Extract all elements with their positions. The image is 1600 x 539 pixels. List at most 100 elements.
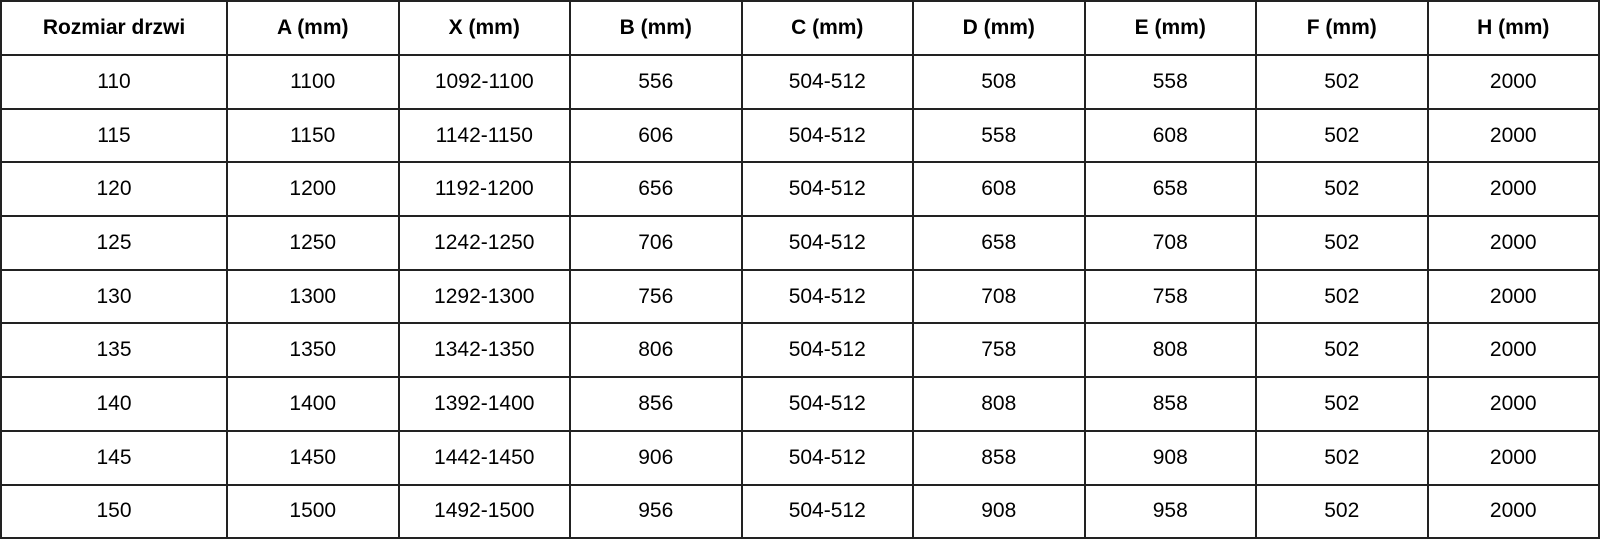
column-header: F (mm): [1255, 0, 1429, 56]
table-row: 125 1250 1242-1250 706 504-512 658 708 502 2000: [0, 215, 1600, 271]
table-cell: 1350: [226, 322, 400, 379]
table-cell: 2000: [1426, 107, 1600, 164]
table-cell: 758: [1083, 268, 1257, 325]
table-cell: 2000: [1426, 429, 1600, 486]
table-cell: 150: [0, 483, 228, 539]
table-cell: 504-512: [740, 161, 914, 218]
table-cell: 1442-1450: [397, 429, 571, 486]
table-cell: 2000: [1426, 215, 1600, 271]
table-cell: 145: [0, 429, 228, 486]
table-cell: 856: [569, 376, 743, 432]
table-cell: 1092-1100: [397, 54, 571, 110]
table-cell: 502: [1255, 268, 1429, 325]
table-row: 115 1150 1142-1150 606 504-512 558 608 502 2000: [0, 107, 1600, 164]
table-cell: 558: [1083, 54, 1257, 110]
table-cell: 502: [1255, 322, 1429, 379]
table-row: 110 1100 1092-1100 556 504-512 508 558 502 2000: [0, 54, 1600, 110]
table-cell: 502: [1255, 107, 1429, 164]
table-cell: 115: [0, 107, 228, 164]
table-cell: 2000: [1426, 161, 1600, 218]
table-cell: 2000: [1426, 322, 1600, 379]
table-cell: 1250: [226, 215, 400, 271]
table-cell: 658: [1083, 161, 1257, 218]
table-cell: 1500: [226, 483, 400, 539]
column-header: C (mm): [740, 0, 914, 56]
table-cell: 1192-1200: [397, 161, 571, 218]
table-cell: 504-512: [740, 215, 914, 271]
table-cell: 656: [569, 161, 743, 218]
table-cell: 558: [912, 107, 1086, 164]
table-cell: 908: [912, 483, 1086, 539]
table-cell: 858: [912, 429, 1086, 486]
table-cell: 858: [1083, 376, 1257, 432]
column-header: D (mm): [912, 0, 1086, 56]
table-cell: 756: [569, 268, 743, 325]
table-cell: 908: [1083, 429, 1257, 486]
table-cell: 1200: [226, 161, 400, 218]
table-cell: 608: [912, 161, 1086, 218]
table-cell: 808: [1083, 322, 1257, 379]
table-cell: 2000: [1426, 268, 1600, 325]
table-cell: 502: [1255, 54, 1429, 110]
table-cell: 608: [1083, 107, 1257, 164]
column-header: A (mm): [226, 0, 400, 56]
table-cell: 556: [569, 54, 743, 110]
table-cell: 504-512: [740, 429, 914, 486]
table-cell: 1242-1250: [397, 215, 571, 271]
table-cell: 508: [912, 54, 1086, 110]
table-cell: 125: [0, 215, 228, 271]
table-cell: 504-512: [740, 54, 914, 110]
table-row: 135 1350 1342-1350 806 504-512 758 808 502 2000: [0, 322, 1600, 379]
table-cell: 504-512: [740, 268, 914, 325]
table-row: 120 1200 1192-1200 656 504-512 608 658 502 2000: [0, 161, 1600, 218]
table-cell: 958: [1083, 483, 1257, 539]
table-cell: 2000: [1426, 376, 1600, 432]
table-cell: 1292-1300: [397, 268, 571, 325]
table-cell: 658: [912, 215, 1086, 271]
column-header: Rozmiar drzwi: [0, 0, 228, 56]
table-cell: 806: [569, 322, 743, 379]
table-cell: 1300: [226, 268, 400, 325]
column-header: H (mm): [1426, 0, 1600, 56]
table-cell: 1142-1150: [397, 107, 571, 164]
table-cell: 708: [912, 268, 1086, 325]
table-cell: 2000: [1426, 54, 1600, 110]
table-row: 130 1300 1292-1300 756 504-512 708 758 502 2000: [0, 268, 1600, 325]
table-cell: 140: [0, 376, 228, 432]
table-cell: 504-512: [740, 322, 914, 379]
table-cell: 502: [1255, 483, 1429, 539]
column-header: X (mm): [397, 0, 571, 56]
table-cell: 502: [1255, 376, 1429, 432]
table-cell: 706: [569, 215, 743, 271]
table-cell: 1400: [226, 376, 400, 432]
table-cell: 1342-1350: [397, 322, 571, 379]
table-cell: 110: [0, 54, 228, 110]
table-row: 145 1450 1442-1450 906 504-512 858 908 502 2000: [0, 429, 1600, 486]
table-cell: 120: [0, 161, 228, 218]
table-cell: 708: [1083, 215, 1257, 271]
table-row: 140 1400 1392-1400 856 504-512 808 858 502 2000: [0, 376, 1600, 432]
table-cell: 1392-1400: [397, 376, 571, 432]
table-cell: 1150: [226, 107, 400, 164]
table-cell: 504-512: [740, 107, 914, 164]
header-row: Rozmiar drzwi A (mm) X (mm) B (mm) C (mm) D (…: [0, 0, 1600, 56]
column-header: B (mm): [569, 0, 743, 56]
table-row: 150 1500 1492-1500 956 504-512 908 958 502 2000: [0, 483, 1600, 539]
table-cell: 504-512: [740, 376, 914, 432]
table-cell: 808: [912, 376, 1086, 432]
table-cell: 1100: [226, 54, 400, 110]
table-cell: 502: [1255, 429, 1429, 486]
table-cell: 135: [0, 322, 228, 379]
table-cell: 606: [569, 107, 743, 164]
table-cell: 956: [569, 483, 743, 539]
table-cell: 2000: [1426, 483, 1600, 539]
table-cell: 1450: [226, 429, 400, 486]
table-cell: 1492-1500: [397, 483, 571, 539]
table-cell: 504-512: [740, 483, 914, 539]
table-cell: 502: [1255, 215, 1429, 271]
column-header: E (mm): [1083, 0, 1257, 56]
table-cell: 130: [0, 268, 228, 325]
table-cell: 906: [569, 429, 743, 486]
table-cell: 502: [1255, 161, 1429, 218]
